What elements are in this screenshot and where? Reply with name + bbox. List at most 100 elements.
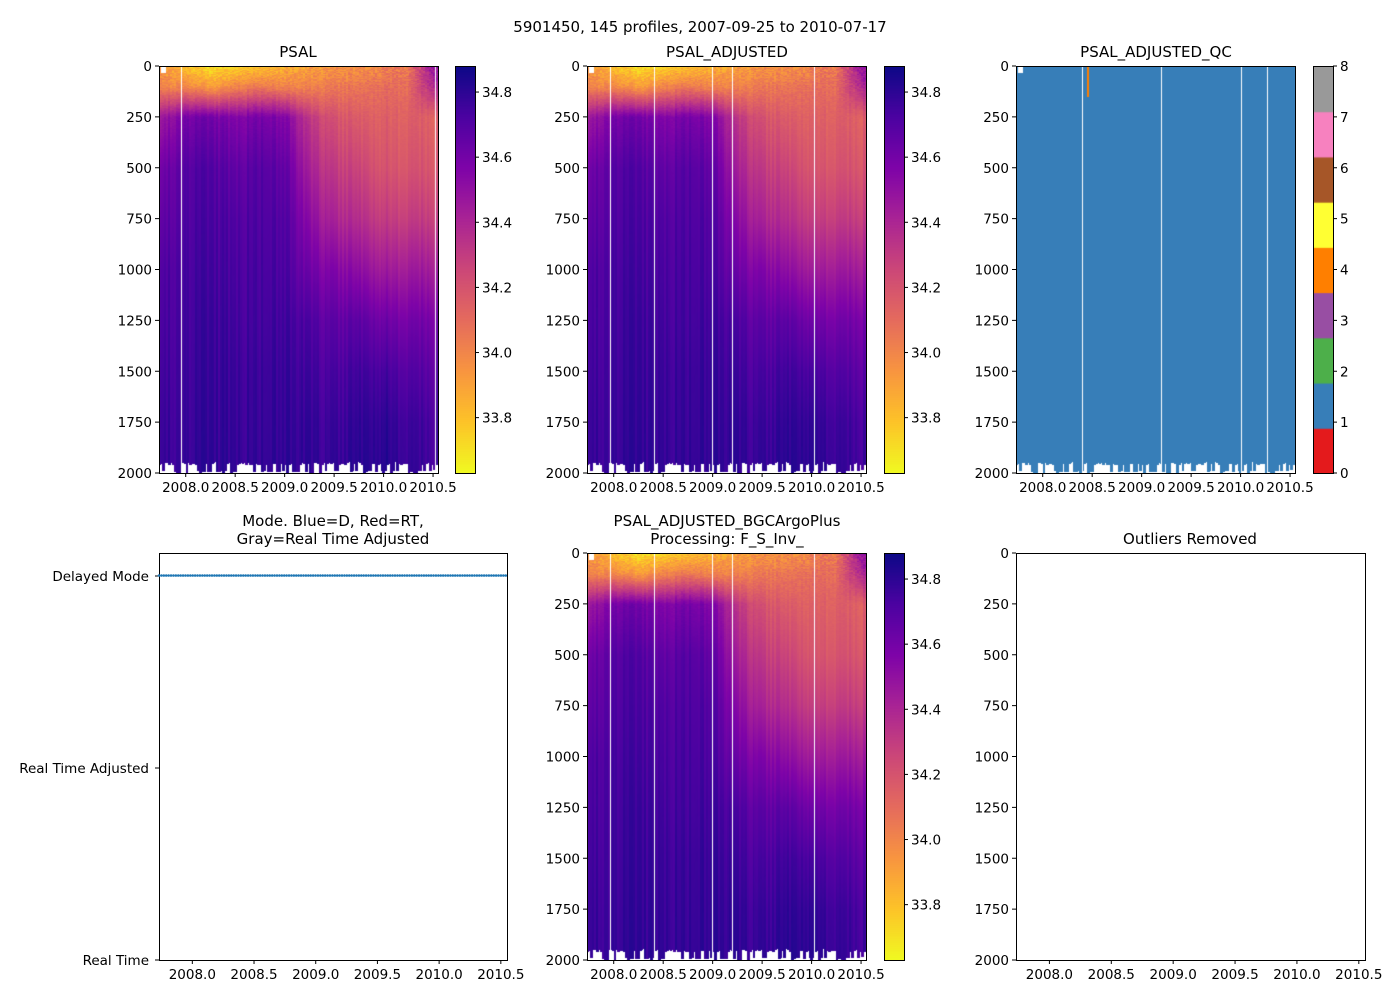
psal-adjusted-ytick-label: 1750 [546,415,580,431]
psal-adjusted-cbar-tick-label: 34.2 [911,280,941,296]
mode-point [384,574,387,577]
psal-adjusted-xtick-label: 2010.5 [837,480,884,496]
mode-title-line1: Mode. Blue=D, Red=RT, [242,512,424,530]
psal-adjusted-bgc-axes-frame [587,553,867,961]
mode-point [307,574,310,577]
mode-point [393,574,397,577]
mode-ytick-label: Real Time Adjusted [19,761,149,777]
mode-point [492,574,496,577]
psal-adjusted-cbar-tick-label: 34.0 [911,346,941,362]
mode-point [490,574,493,577]
mode-point [470,574,474,577]
mode-point [256,574,260,577]
mode-point [412,574,416,577]
mode-point [482,574,486,577]
mode-point [477,574,481,577]
psal-adjusted-bgc-xtick-label: 2009.5 [738,967,785,983]
mode-point [222,574,226,577]
mode-point [434,574,438,577]
psal-xtick-label: 2010.5 [409,480,456,496]
psal-ytick-label: 250 [126,110,152,126]
mode-point [321,574,325,577]
mode-point [157,574,161,577]
mode-point [172,574,175,577]
psal-adjusted-xtick-label: 2008.5 [640,480,687,496]
mode-point [285,574,288,577]
mode-point [359,574,363,577]
psal-adjusted-qc-xtick-label: 2010.0 [1217,480,1264,496]
mode-point [480,574,483,577]
psal-xtick-label: 2008.0 [162,480,209,496]
mode-point [415,574,418,577]
psal-adjusted-bgc-cbar-tick-label: 33.8 [911,898,941,914]
mode-point [497,574,500,577]
psal-xtick-label: 2010.0 [360,480,407,496]
mode-point [458,574,462,577]
psal-axes-frame [159,66,439,474]
mode-point [184,574,187,577]
mode-point [292,574,296,577]
psal-adjusted-qc-ytick-label: 750 [983,212,1009,228]
mode-point [398,574,402,577]
psal-adjusted-xtick-label: 2010.0 [788,480,835,496]
mode-point [400,574,404,577]
psal-adjusted-qc-xtick-label: 2009.5 [1167,480,1214,496]
outliers-xtick-label: 2010.0 [1273,967,1320,983]
psal-adjusted-qc-cbar-tick-label: 2 [1340,364,1349,380]
mode-point [408,574,411,577]
mode-point [275,574,279,577]
psal-title: PSAL [279,43,317,61]
mode-point [196,574,199,577]
mode-point [294,574,298,577]
mode-point [345,574,349,577]
mode-point [465,574,469,577]
psal-adjusted-bgc-ytick-label: 250 [554,597,580,613]
psal-adjusted-bgc-cbar-tick-label: 34.4 [911,702,941,718]
mode-point [326,574,329,577]
mode-point [254,574,257,577]
mode-point [268,574,272,577]
outliers-ytick-label: 0 [1000,546,1009,562]
mode-point [364,574,368,577]
psal-adjusted-bgc-xtick-label: 2008.0 [590,967,637,983]
psal-ytick-label: 1250 [118,313,152,329]
psal-adjusted-qc-cbar-tick-label: 3 [1340,313,1349,329]
psal-adjusted-qc-cbar-tick-label: 1 [1340,415,1349,431]
mode-point [424,574,428,577]
mode-point [263,574,267,577]
psal-adjusted-qc-ytick-label: 2000 [975,466,1009,482]
psal-adjusted-bgc-ytick-label: 0 [571,546,580,562]
psal-adjusted-ytick-label: 1000 [546,263,580,279]
psal-cbar-tick-label: 34.0 [482,346,512,362]
mode-point [449,574,452,577]
mode-point [282,574,286,577]
mode-point [376,574,380,577]
mode-point [201,574,204,577]
mode-point [340,574,344,577]
mode-point [193,574,197,577]
mode-point [297,574,300,577]
mode-point [391,574,394,577]
mode-point [290,574,293,577]
mode-point [427,574,431,577]
figure-title: 5901450, 145 profiles, 2007-09-25 to 201… [513,18,886,36]
psal-cbar-tick-label: 33.8 [482,411,512,427]
mode-point [186,574,190,577]
psal-adjusted-bgc-xtick-label: 2010.5 [837,967,884,983]
mode-point [374,574,378,577]
psal-adjusted-qc-cbar-tick-label: 8 [1340,59,1349,75]
psal-adjusted-bgc-cbar-tick-label: 34.0 [911,833,941,849]
mode-xtick-label: 2008.0 [169,967,216,983]
mode-axes-frame [159,553,508,961]
psal-adjusted-colorbar-frame [884,66,905,474]
mode-point [244,574,247,577]
outliers-ytick-label: 750 [983,699,1009,715]
psal-adjusted-bgc-cbar-tick-label: 34.6 [911,637,941,653]
psal-colorbar [455,66,475,473]
mode-title-line2: Gray=Real Time Adjusted [237,530,430,548]
mode-point [403,574,406,577]
mode-point [446,574,450,577]
mode-point [270,574,274,577]
mode-point [304,574,308,577]
